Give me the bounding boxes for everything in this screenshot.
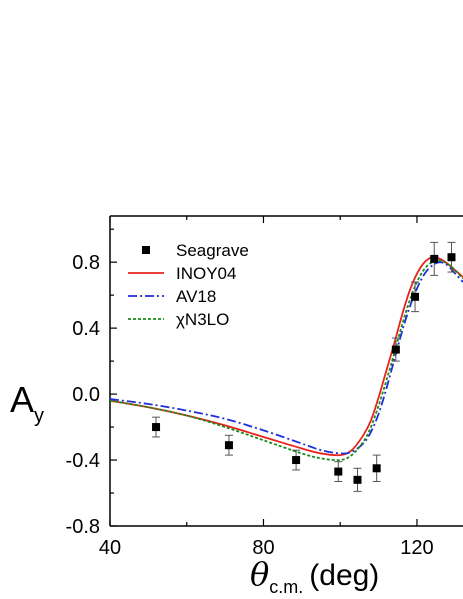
data-points bbox=[152, 241, 456, 492]
y-tick-label: 0.0 bbox=[72, 384, 100, 406]
data-point bbox=[372, 464, 381, 473]
legend-label-inoy04: INOY04 bbox=[176, 264, 236, 283]
data-point bbox=[430, 254, 439, 263]
axis-ticks bbox=[109, 216, 418, 527]
y-axis-symbol: A bbox=[10, 379, 34, 420]
series-line-inoy04 bbox=[110, 256, 463, 457]
x-axis-subscript: c.m. bbox=[269, 577, 303, 597]
y-axis-subscript: y bbox=[34, 405, 44, 427]
series-lines bbox=[110, 256, 463, 462]
legend-swatch-seagrave bbox=[142, 246, 150, 254]
legend-label-n3lo: χN3LO bbox=[176, 310, 229, 329]
data-point bbox=[391, 345, 400, 354]
y-axis-title: Ay bbox=[10, 379, 44, 427]
legend: Seagrave INOY04 AV18 χN3LO bbox=[128, 241, 249, 329]
x-tick-label: 40 bbox=[99, 537, 121, 559]
data-point bbox=[353, 475, 362, 484]
y-tick-label: -0.4 bbox=[66, 450, 100, 472]
legend-label-seagrave: Seagrave bbox=[176, 241, 249, 260]
y-tick-label: 0.8 bbox=[72, 252, 100, 274]
tick-labels: 40 80 120 -0.8 -0.4 0.0 0.4 0.8 bbox=[66, 252, 434, 559]
y-tick-label: -0.8 bbox=[66, 516, 100, 538]
legend-label-av18: AV18 bbox=[176, 287, 216, 306]
data-point bbox=[152, 423, 161, 432]
x-axis-symbol: θ bbox=[250, 555, 269, 593]
x-axis-unit: (deg) bbox=[309, 559, 379, 592]
y-tick-label: 0.4 bbox=[72, 318, 100, 340]
series-line-av18 bbox=[110, 261, 463, 455]
x-axis-title: θc.m. (deg) bbox=[250, 555, 379, 597]
data-point bbox=[292, 456, 301, 465]
plot-frame bbox=[109, 215, 463, 527]
data-point bbox=[447, 253, 456, 262]
data-point bbox=[224, 441, 233, 450]
x-tick-label: 80 bbox=[252, 537, 274, 559]
x-tick-label: 120 bbox=[400, 537, 433, 559]
data-point bbox=[411, 292, 420, 301]
data-point bbox=[334, 467, 343, 476]
